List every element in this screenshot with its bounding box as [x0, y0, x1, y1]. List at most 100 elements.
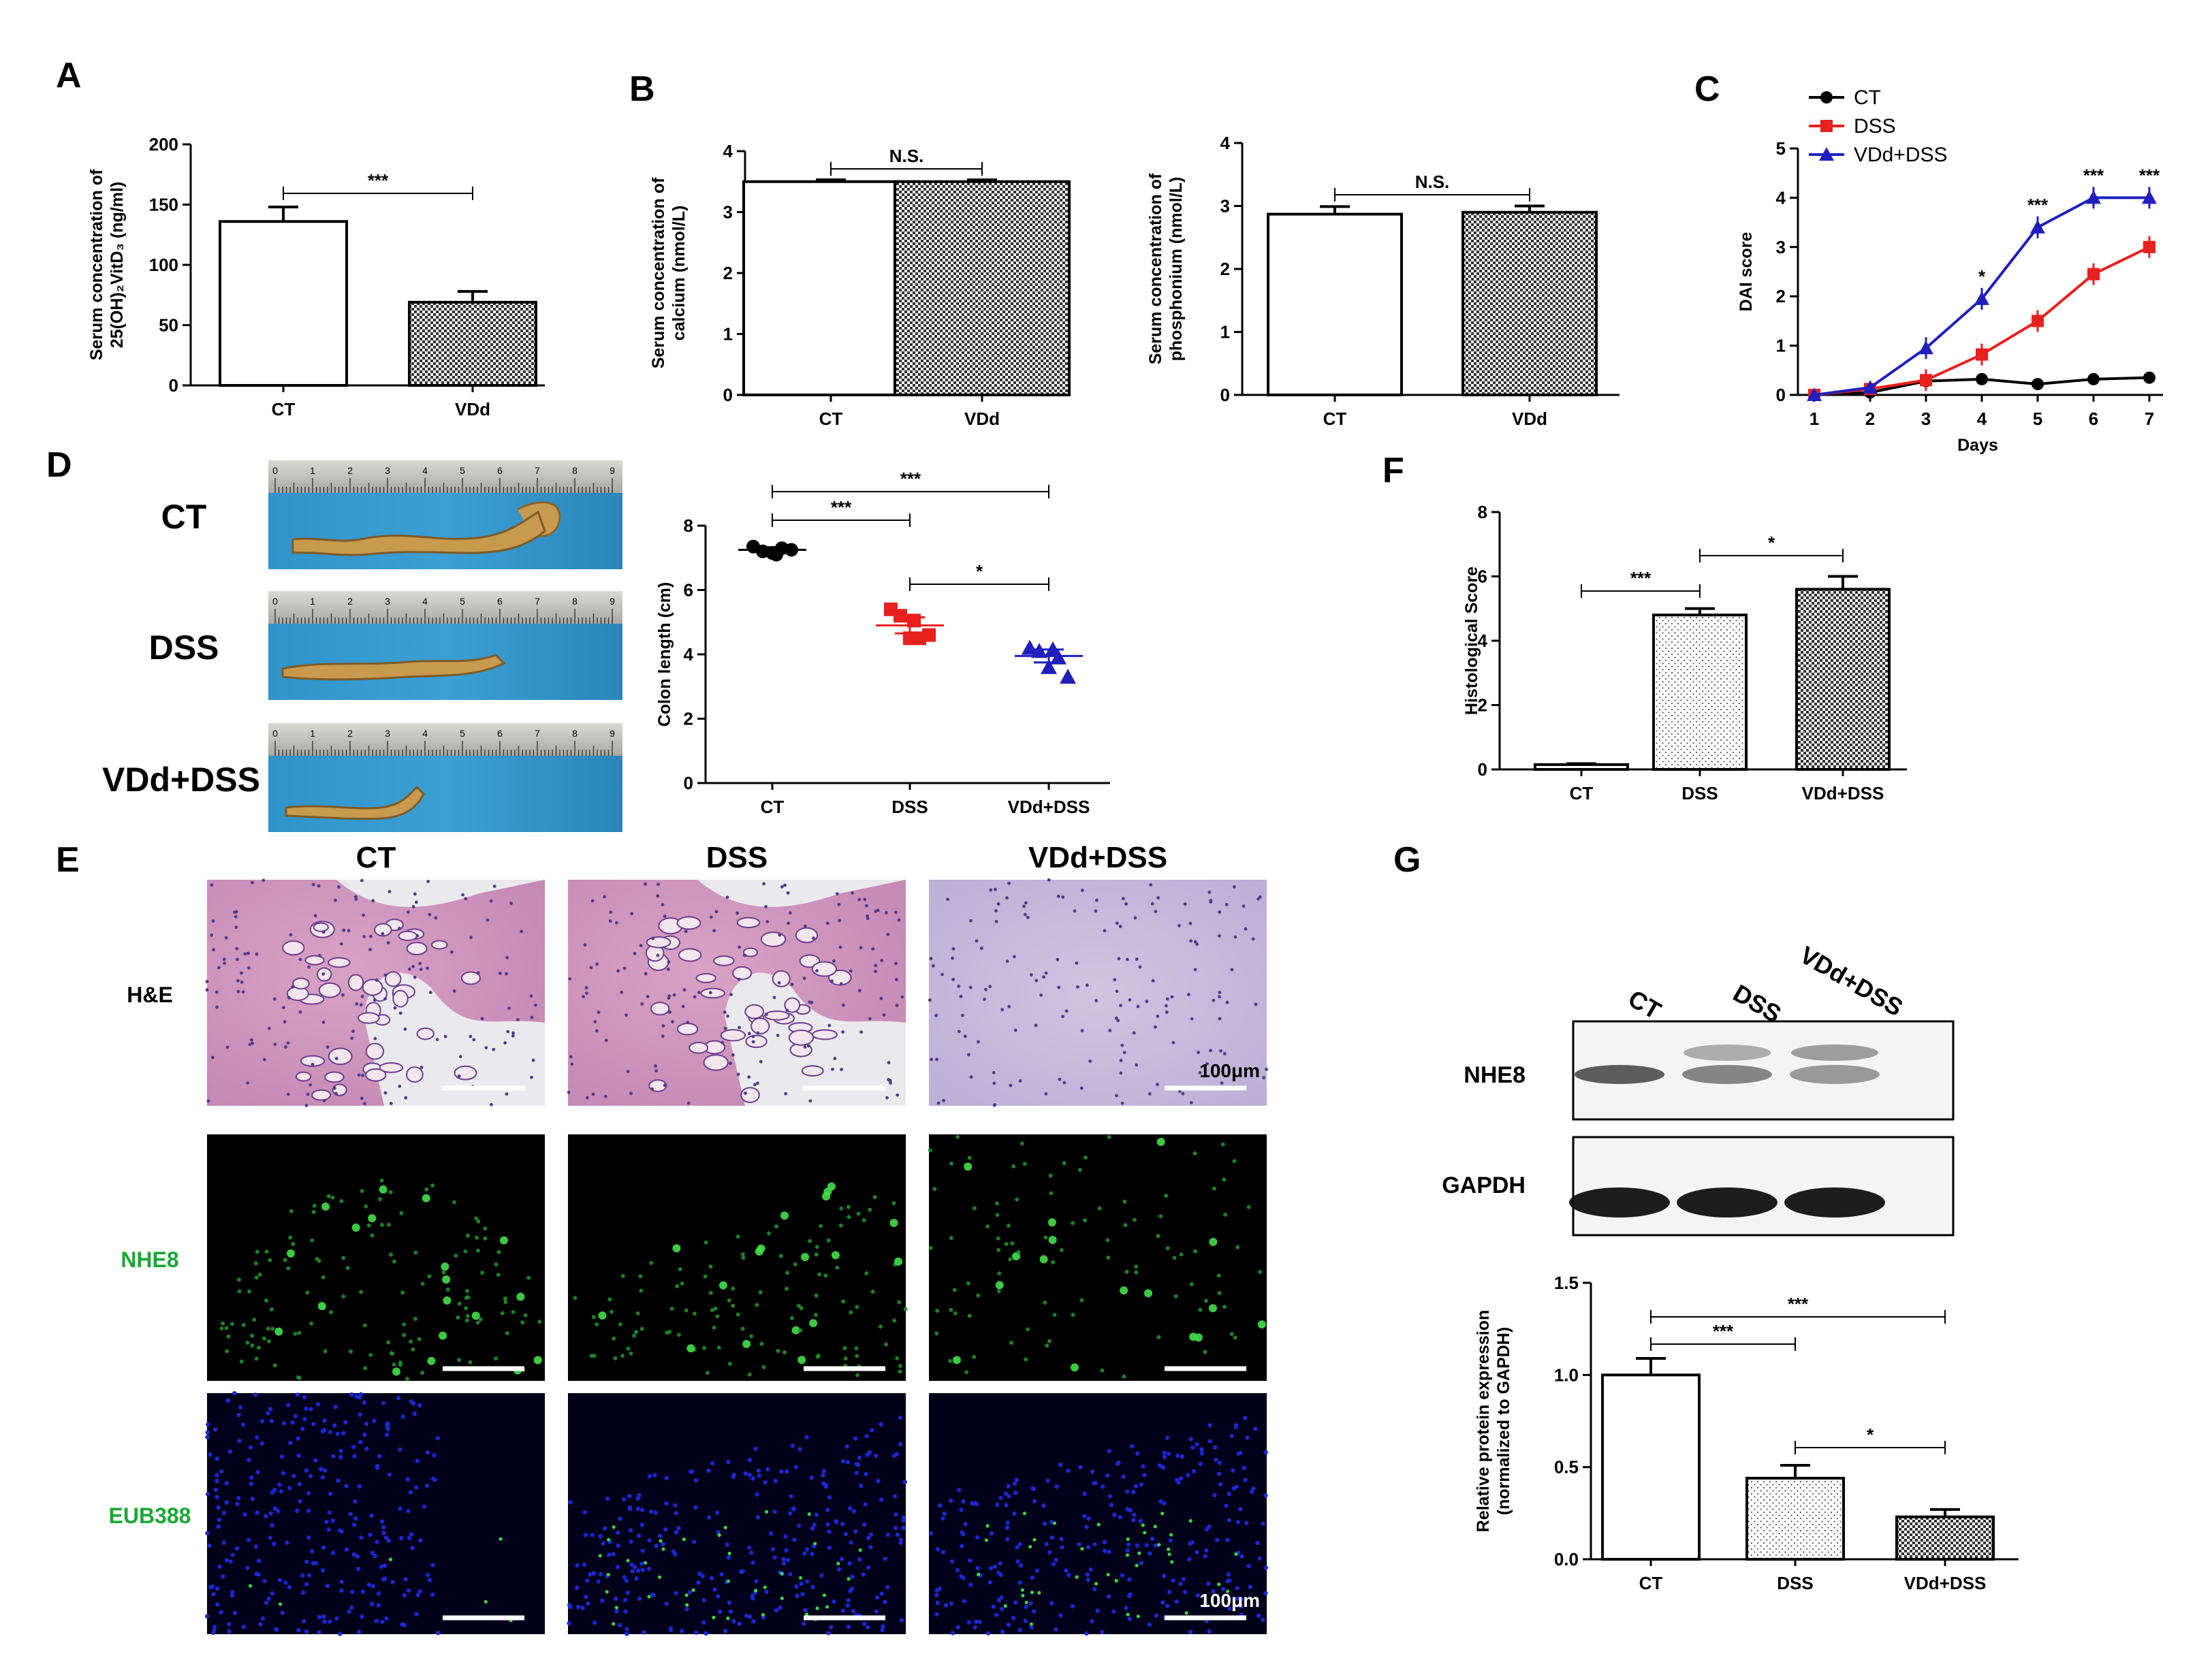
he-nucleus — [569, 1055, 573, 1059]
nhe8-signal — [321, 1202, 330, 1211]
ruler-number: 5 — [460, 465, 465, 476]
he-nucleus — [516, 1018, 520, 1021]
y-tick-label: 6 — [1478, 567, 1487, 587]
he-nucleus — [776, 1034, 780, 1038]
eub388-nucleus — [1224, 1503, 1229, 1508]
he-nucleus — [272, 997, 276, 1001]
eub388-nucleus — [1005, 1525, 1010, 1530]
eub388-nucleus — [339, 1529, 344, 1534]
nhe8-signal — [1217, 1291, 1222, 1296]
y-tick-label: 4 — [1776, 187, 1786, 208]
eub388-nucleus — [242, 1512, 247, 1517]
panel-label-d: D — [46, 445, 72, 485]
eub388-nucleus — [942, 1512, 947, 1516]
nhe8-signal — [727, 1361, 732, 1366]
x-tick-label: VDd — [455, 399, 490, 419]
nhe8-signal — [868, 1207, 872, 1212]
eub388-nucleus — [1092, 1542, 1097, 1547]
ruler-number: 6 — [497, 728, 503, 739]
he-goblet-cell — [379, 1062, 404, 1073]
he-nucleus — [1058, 1077, 1062, 1081]
eub388-bacteria — [684, 1593, 689, 1597]
nhe8-signal — [718, 1281, 727, 1290]
sig-label: N.S. — [889, 146, 924, 166]
eub388-nucleus — [1088, 1567, 1094, 1572]
eub388-nucleus — [221, 1540, 227, 1545]
eub388-nucleus — [255, 1510, 259, 1515]
eub388-nucleus — [326, 1527, 331, 1532]
y-axis-label: DAI score — [1737, 232, 1756, 312]
eub388-nucleus — [792, 1537, 797, 1542]
he-nucleus — [721, 1040, 725, 1045]
ruler-number: 8 — [572, 728, 578, 739]
he-nucleus — [595, 962, 599, 966]
nhe8-signal — [1158, 1214, 1163, 1219]
eub388-nucleus — [379, 1564, 383, 1569]
nhe8-signal — [456, 1315, 460, 1320]
he-nucleus — [321, 1020, 326, 1024]
nhe8-signal — [798, 1328, 803, 1333]
eub388-nucleus — [899, 1618, 904, 1623]
eub388-bacteria — [388, 1557, 393, 1561]
he-nucleus — [1009, 1083, 1013, 1087]
eub388-nucleus — [568, 1499, 573, 1505]
eub388-nucleus — [747, 1545, 752, 1550]
nhe8-signal — [480, 1271, 485, 1275]
he-nucleus — [383, 1091, 388, 1095]
eub388-nucleus — [1174, 1599, 1179, 1604]
eub388-nucleus — [412, 1412, 417, 1416]
he-nucleus — [1128, 998, 1132, 1002]
he-nucleus — [210, 934, 214, 937]
nhe8-signal — [839, 1206, 844, 1211]
eub388-bacteria — [804, 1612, 809, 1616]
nhe8-signal — [703, 1274, 708, 1279]
data-point — [2032, 378, 2044, 391]
eub388-nucleus — [1198, 1461, 1203, 1467]
he-nucleus — [398, 927, 401, 930]
nhe8-signal — [842, 1345, 847, 1350]
eub388-bacteria — [607, 1537, 611, 1542]
he-nucleus — [785, 1008, 789, 1013]
eub388-nucleus — [1186, 1473, 1190, 1478]
panel-label-f: F — [1382, 451, 1404, 490]
he-nucleus — [1198, 1071, 1202, 1074]
eub388-nucleus — [344, 1484, 349, 1488]
nhe8-signal — [1134, 1264, 1139, 1269]
he-nucleus — [756, 1081, 759, 1085]
he-nucleus — [1056, 894, 1060, 898]
eub388-nucleus — [731, 1619, 736, 1624]
blot-band-nhe8 — [1575, 1065, 1664, 1084]
he-nucleus — [887, 1061, 891, 1064]
nhe8-signal — [503, 1296, 507, 1301]
eub388-nucleus — [1165, 1435, 1170, 1440]
eub388-nucleus — [381, 1531, 386, 1535]
eub388-nucleus — [810, 1584, 815, 1590]
blot-band-upper — [1684, 1045, 1771, 1061]
eub388-nucleus — [1175, 1453, 1180, 1458]
he-nucleus — [1085, 983, 1089, 987]
colon-row-label: DSS — [149, 628, 219, 667]
eub388-nucleus — [1086, 1545, 1091, 1550]
he-goblet-cell — [689, 1042, 709, 1054]
nhe8-signal — [889, 1218, 898, 1227]
eub388-nucleus — [1239, 1597, 1244, 1602]
eub388-nucleus — [1013, 1600, 1018, 1605]
eub388-nucleus — [1012, 1511, 1017, 1516]
colon-tissue — [291, 510, 546, 556]
eub388-nucleus — [876, 1479, 881, 1484]
eub388-nucleus — [417, 1589, 422, 1594]
nhe8-signal — [1220, 1142, 1225, 1147]
eub388-nucleus — [998, 1561, 1003, 1566]
eub388-nucleus — [232, 1390, 237, 1396]
eub388-nucleus — [674, 1530, 679, 1535]
he-nucleus — [530, 1015, 534, 1019]
nhe8-signal — [736, 1234, 740, 1239]
eub388-nucleus — [580, 1606, 585, 1610]
he-nucleus — [1103, 929, 1107, 933]
eub388-nucleus — [743, 1471, 748, 1476]
eub388-bacteria — [279, 1602, 283, 1606]
nhe8-signal — [819, 1224, 823, 1228]
eub388-bacteria — [614, 1606, 618, 1610]
eub388-nucleus — [661, 1542, 665, 1546]
